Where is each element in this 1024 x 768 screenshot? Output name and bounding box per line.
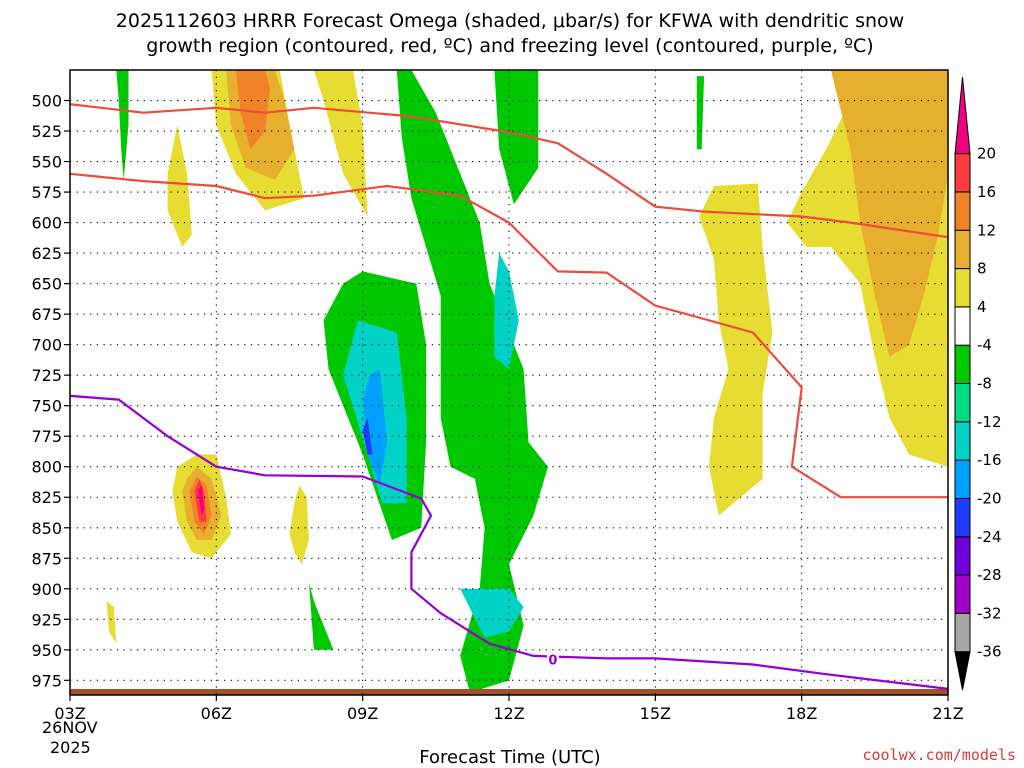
y-tick-label-550: 550: [31, 153, 62, 172]
colorbar-seg-14: [954, 76, 971, 155]
omega-region-7: [309, 582, 334, 650]
colorbar-seg-0: [954, 651, 971, 691]
colorbar-label-7: -8: [977, 375, 992, 393]
x-axis-label: Forecast Time (UTC): [419, 747, 600, 768]
omega-region-9: [696, 76, 705, 150]
y-tick-label-650: 650: [31, 275, 62, 294]
colorbar-seg-12: [954, 191, 971, 231]
colorbar-label-8: -4: [977, 336, 992, 354]
y-tick-label-800: 800: [31, 458, 62, 477]
freezing-level-contour: 0: [69, 394, 949, 690]
omega-region-10: [494, 253, 519, 370]
x-tick-label-06Z: 06Z: [201, 704, 232, 723]
colorbar-seg-11: [954, 229, 971, 270]
y-tick-label-750: 750: [31, 397, 62, 416]
colorbar-label-6: -12: [977, 413, 1002, 431]
omega-region-0: [313, 70, 368, 217]
y-tick-label-600: 600: [31, 214, 62, 233]
colorbar-label-1: -32: [977, 604, 1002, 622]
colorbar-label-11: 12: [977, 221, 996, 239]
y-tick-label-850: 850: [31, 519, 62, 538]
colorbar: -36 -32 -28 -24 -20 -16 -12 -8 -4 4 8 12 16 20: [954, 76, 1002, 691]
omega-region-3: [235, 70, 270, 150]
colorbar-seg-3: [954, 536, 971, 576]
omega-region-8: [494, 70, 539, 205]
colorbar-seg-2: [954, 574, 971, 614]
dgz-line-1: [69, 172, 948, 499]
colorbar-seg-8: [954, 344, 971, 384]
colorbar-label-2: -28: [977, 566, 1002, 584]
colorbar-label-5: -16: [977, 451, 1002, 469]
y-tick-label-675: 675: [31, 305, 62, 324]
freezing-label-bg: [546, 651, 559, 668]
chart-title-line1: 2025112603 HRRR Forecast Omega (shaded, …: [116, 10, 904, 32]
colorbar-seg-10: [954, 268, 971, 308]
y-tick-label-525: 525: [31, 122, 62, 141]
dgz-contours: [69, 103, 949, 499]
colorbar-label-12: 16: [977, 183, 996, 201]
freezing-label: 0: [548, 654, 557, 669]
x-tick-label-03Z: 03Z: [54, 704, 85, 723]
y-tick-label-825: 825: [31, 488, 62, 507]
credit-label: coolwx.com/models: [862, 746, 1016, 764]
colorbar-seg-6: [954, 421, 971, 461]
chart-title-line2: growth region (contoured, red, ºC) and f…: [146, 35, 873, 57]
x-tick-label-12Z: 12Z: [493, 704, 524, 723]
freezing-line: [69, 394, 949, 690]
colorbar-seg-9: [954, 306, 971, 346]
omega-region-11: [460, 588, 524, 638]
y-tick-label-775: 775: [31, 427, 62, 446]
colorbar-label-3: -24: [977, 528, 1002, 546]
colorbar-seg-13: [954, 153, 971, 193]
omega-region-5: [396, 70, 548, 693]
axis-ticks: 500 525 550 575 600 625 650 675 700 725 750 775 800 8…: [31, 92, 963, 723]
y-tick-label-725: 725: [31, 366, 62, 385]
y-tick-label-700: 700: [31, 336, 62, 355]
x-tick-label-21Z: 21Z: [932, 704, 963, 723]
omega-region-4: [116, 70, 129, 180]
y-tick-label-625: 625: [31, 244, 62, 263]
omega-region-19: [167, 124, 192, 247]
x-tick-label-18Z: 18Z: [786, 704, 817, 723]
omega-region-25: [106, 601, 117, 644]
y-tick-label-875: 875: [31, 549, 62, 568]
dgz-line-0: [69, 103, 949, 239]
colorbar-seg-7: [954, 383, 971, 423]
colorbar-seg-5: [954, 459, 971, 499]
y-tick-label-500: 500: [31, 92, 62, 111]
ground-strip: [70, 689, 948, 695]
colorbar-label-10: 8: [977, 260, 987, 278]
x-tick-label-09Z: 09Z: [347, 704, 378, 723]
colorbar-label-0: -36: [977, 643, 1002, 661]
y-tick-label-925: 925: [31, 610, 62, 629]
omega-region-24: [197, 485, 205, 516]
y-tick-label-975: 975: [31, 671, 62, 690]
colorbar-seg-4: [954, 497, 971, 538]
omega-shading: [70, 70, 948, 695]
omega-region-18: [830, 70, 948, 357]
y-tick-label-900: 900: [31, 580, 62, 599]
omega-region-16: [699, 183, 773, 516]
date-label-day: 26NOV: [42, 718, 98, 737]
y-tick-label-575: 575: [31, 183, 62, 202]
colorbar-seg-1: [954, 612, 971, 653]
x-tick-label-15Z: 15Z: [640, 704, 671, 723]
date-label-year: 2025: [50, 738, 91, 757]
omega-region-15: [289, 485, 309, 565]
omega-region-13: [362, 369, 388, 485]
colorbar-label-9: 4: [977, 298, 987, 316]
colorbar-label-4: -20: [977, 489, 1002, 507]
omega-region-14: [362, 417, 373, 455]
colorbar-label-13: 20: [977, 145, 996, 163]
y-tick-label-950: 950: [31, 641, 62, 660]
